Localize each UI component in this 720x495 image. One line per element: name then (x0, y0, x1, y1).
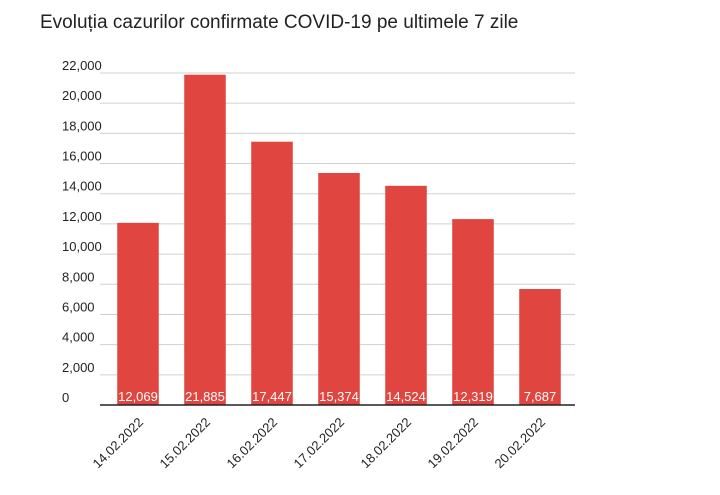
value-label: 12,069 (118, 389, 158, 404)
y-tick-label: 8,000 (62, 269, 95, 284)
bar (519, 288, 561, 405)
y-tick-label: 0 (62, 390, 69, 405)
y-tick-label: 18,000 (62, 118, 102, 133)
y-tick-label: 14,000 (62, 179, 102, 194)
y-tick-label: 12,000 (62, 209, 102, 224)
x-tick-label: 14.02.2022 (89, 415, 146, 472)
value-label: 14,524 (386, 389, 426, 404)
y-tick-label: 4,000 (62, 330, 95, 345)
x-tick-label: 16.02.2022 (223, 415, 280, 472)
y-tick-label: 22,000 (62, 58, 102, 73)
x-tick-label: 19.02.2022 (424, 415, 481, 472)
y-tick-label: 6,000 (62, 299, 95, 314)
bar (452, 219, 494, 405)
value-label: 21,885 (185, 389, 225, 404)
x-tick-label: 18.02.2022 (357, 415, 414, 472)
bar (318, 172, 360, 405)
x-tick-label: 17.02.2022 (290, 415, 347, 472)
value-label: 17,447 (252, 389, 292, 404)
y-tick-label: 2,000 (62, 360, 95, 375)
bar (184, 74, 226, 406)
y-tick-label: 20,000 (62, 88, 102, 103)
bar (385, 185, 427, 405)
value-label: 12,319 (453, 389, 493, 404)
y-tick-label: 16,000 (62, 149, 102, 164)
x-tick-label: 20.02.2022 (491, 415, 548, 472)
y-tick-label: 10,000 (62, 239, 102, 254)
value-label: 7,687 (524, 389, 557, 404)
bar (117, 222, 159, 405)
bar (251, 141, 293, 405)
x-tick-label: 15.02.2022 (156, 415, 213, 472)
value-label: 15,374 (319, 389, 359, 404)
chart-title: Evoluția cazurilor confirmate COVID-19 p… (40, 12, 518, 33)
